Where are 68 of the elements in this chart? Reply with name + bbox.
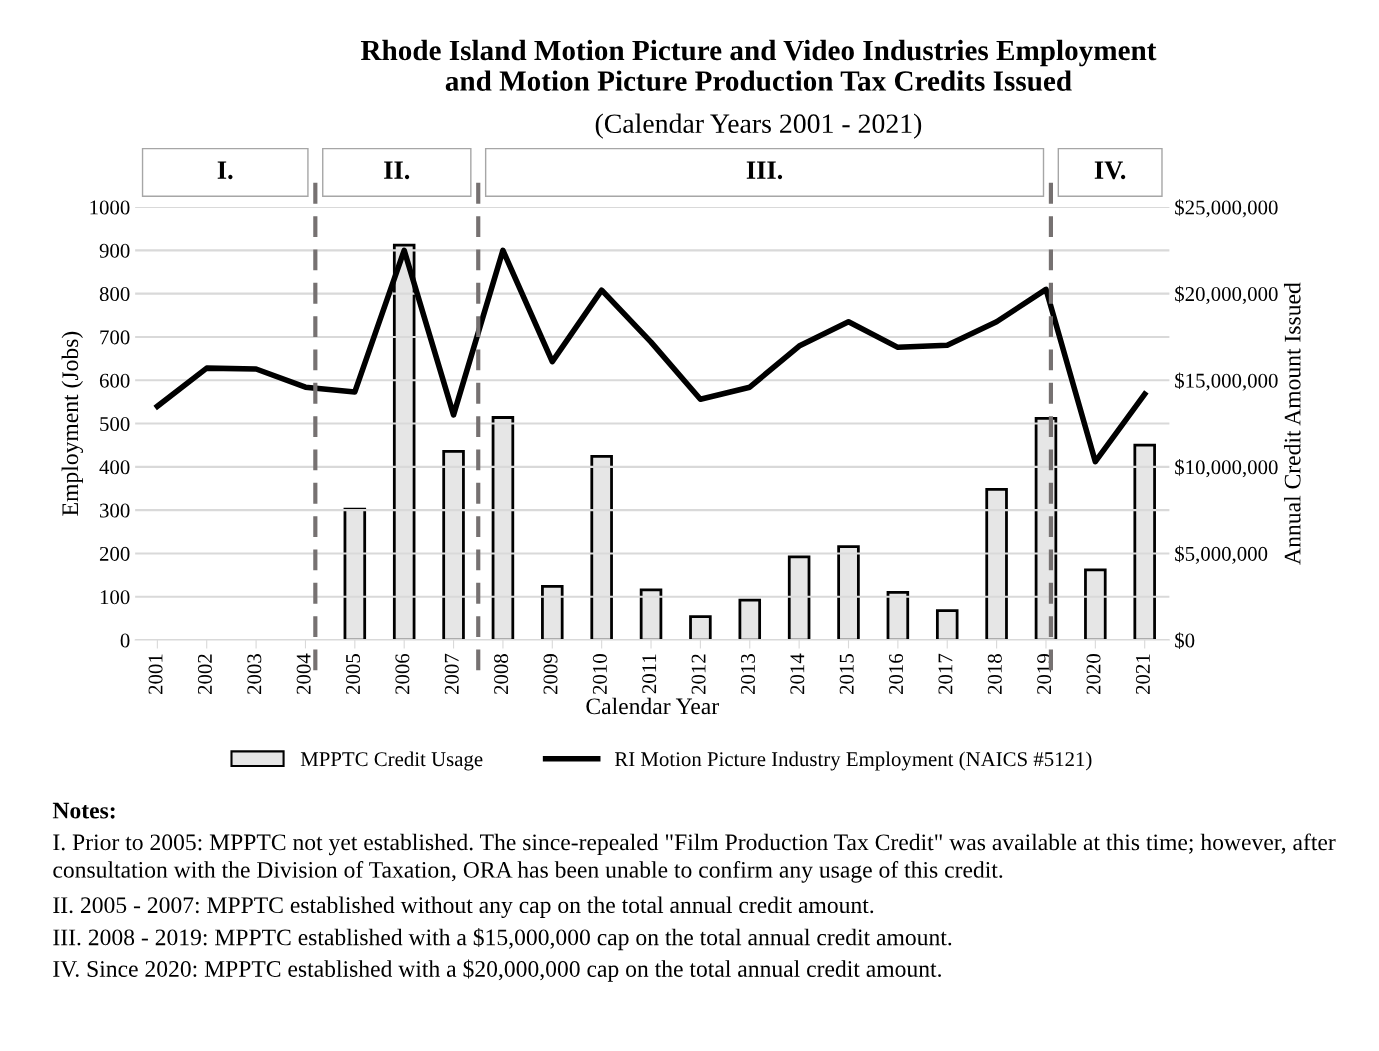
bar — [1084, 568, 1107, 641]
y2-axis-title: Annual Credit Amount Issued — [1283, 282, 1301, 565]
y-tick-label: 900 — [99, 243, 130, 258]
y2-tick-label: $5,000,000 — [1175, 545, 1268, 564]
x-tick-label: 2015 — [839, 654, 854, 695]
bar — [1133, 443, 1156, 641]
x-tick-label: 2006 — [395, 653, 410, 695]
legend-label: RI Motion Picture Industry Employment (NAICS #5121) — [614, 751, 1092, 771]
bar — [639, 588, 663, 641]
y2-tick-label: $25,000,000 — [1175, 199, 1278, 218]
chart-subtitle: (Calendar Years 2001 - 2021) — [595, 113, 922, 139]
y-tick-label: 500 — [100, 416, 130, 431]
y-tick-label: 300 — [100, 503, 130, 518]
bar — [442, 449, 465, 641]
text: I. — [217, 161, 233, 180]
bar — [491, 416, 515, 641]
x-tick-label: 2008 — [494, 654, 509, 695]
text: II. 2005 - 2007: MPPTC established without any cap on the total annual credit amount. — [53, 896, 874, 918]
bar — [689, 615, 712, 641]
x-tick-label: 2012 — [691, 654, 706, 695]
text: Notes: — [52, 802, 115, 819]
x-tick-label: 2021 — [1135, 654, 1150, 695]
bar — [738, 598, 762, 641]
text: IV. — [1094, 161, 1126, 180]
x-tick-label: 2001 — [148, 654, 163, 695]
legend-label: MPPTC Credit Usage — [300, 751, 483, 771]
x-tick-label: 2014 — [790, 653, 805, 695]
text: I. Prior to 2005: MPPTC not yet established. The since-repealed "Film Production Tax Credit" was available at this time; however, after consultation with the Division of Taxation, ORA has been unable to confirm any usage of this credit. — [53, 833, 1336, 883]
y-tick-label: 800 — [99, 287, 130, 302]
bar — [541, 584, 564, 641]
text: III. — [746, 161, 783, 180]
bar — [886, 591, 910, 641]
y-tick-label: 1000 — [90, 200, 130, 215]
x-tick-label: 2005 — [345, 654, 361, 695]
x-tick-label: 2003 — [247, 654, 262, 695]
y2-tick-label: $15,000,000 — [1175, 372, 1278, 391]
bar — [985, 487, 1008, 641]
x-tick-label: 2011 — [642, 654, 657, 694]
bar — [837, 545, 860, 641]
bar — [590, 455, 613, 641]
x-tick-label: 2002 — [197, 654, 212, 695]
bar — [935, 609, 959, 641]
y-tick-label: 0 — [120, 633, 130, 648]
x-tick-label: 2007 — [444, 653, 459, 695]
y-tick-label: 400 — [99, 460, 130, 475]
text: IV. Since 2020: MPPTC established with a $20,000,000 cap on the total annual credit amount. — [53, 959, 941, 982]
y-tick-label: 700 — [100, 330, 130, 345]
y2-tick-label: $10,000,000 — [1175, 459, 1278, 478]
x-tick-label: 2009 — [543, 654, 558, 695]
x-tick-label: 2016 — [889, 653, 904, 695]
y2-tick-label: $0 — [1175, 632, 1195, 649]
text: II. — [384, 161, 410, 180]
y-tick-label: 600 — [99, 373, 130, 388]
y-tick-label: 200 — [99, 546, 130, 561]
y-axis-title: Employment (Jobs) — [61, 331, 84, 516]
x-tick-label: 2017 — [938, 653, 953, 695]
x-tick-label: 2020 — [1086, 654, 1101, 695]
y2-tick-label: $20,000,000 — [1175, 285, 1278, 305]
x-tick-label: 2018 — [987, 654, 1002, 695]
y-tick-label: 100 — [100, 590, 130, 605]
text: III. 2008 - 2019: MPPTC established with a $15,000,000 cap on the total annual credit amount. — [53, 928, 952, 951]
x-tick-label: 2004 — [296, 653, 311, 695]
x-axis-title: Calendar Year — [586, 697, 719, 715]
bar — [787, 555, 811, 641]
bar — [343, 507, 367, 641]
x-tick-label: 2013 — [740, 654, 755, 695]
chart-title: Rhode Island Motion Picture and Video Industries Employment and Motion Picture Production Tax Credits Issued — [360, 39, 1157, 91]
x-tick-label: 2010 — [592, 654, 607, 695]
